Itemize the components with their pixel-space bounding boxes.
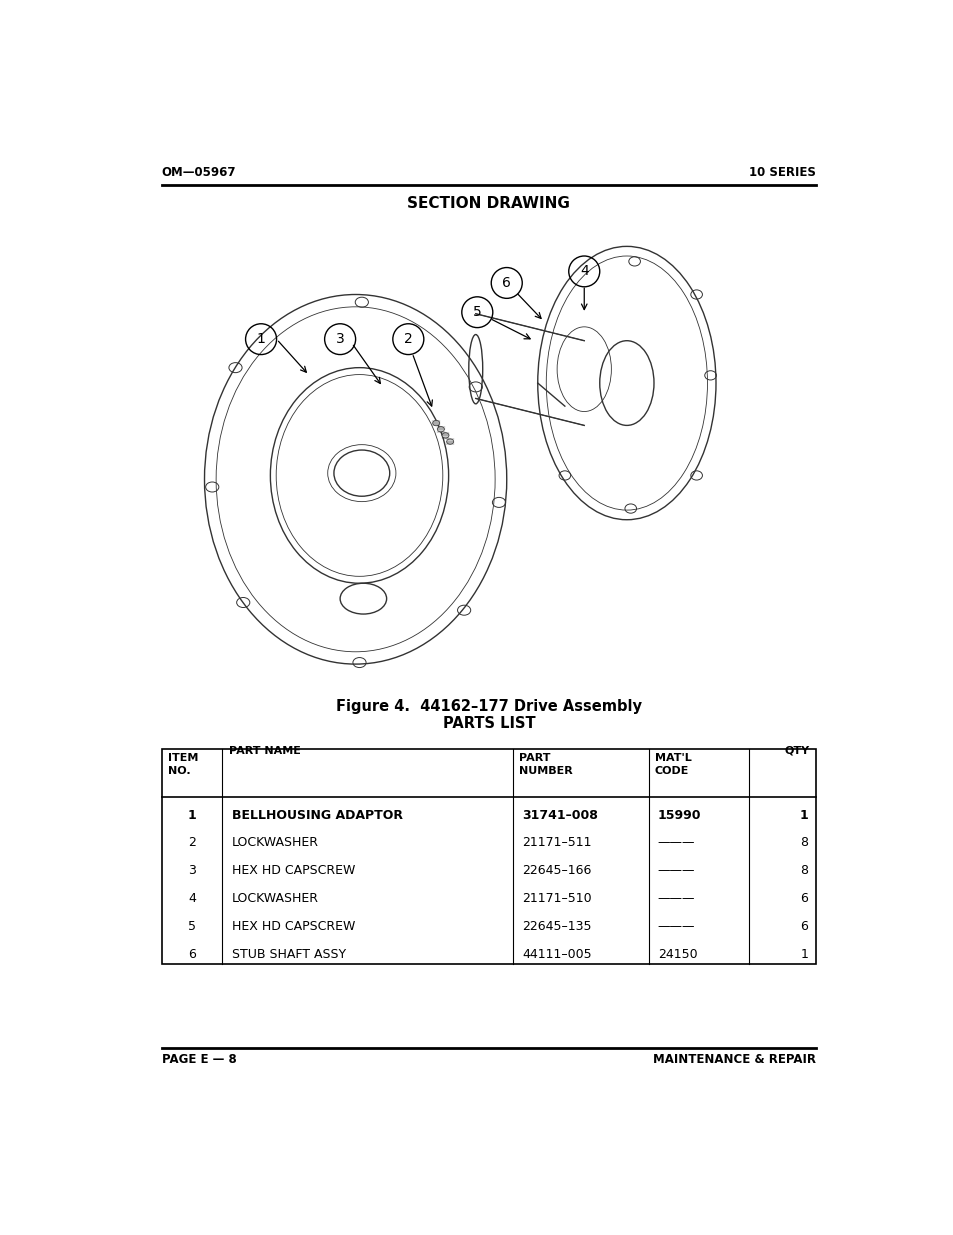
Text: HEX HD CAPSCREW: HEX HD CAPSCREW — [232, 920, 355, 934]
Text: 3: 3 — [188, 864, 195, 878]
Text: 21171–511: 21171–511 — [521, 836, 591, 850]
Text: 4: 4 — [579, 264, 588, 278]
Text: 3: 3 — [335, 332, 344, 346]
Text: 24150: 24150 — [658, 948, 697, 961]
Text: 6: 6 — [800, 920, 807, 934]
Text: 1: 1 — [256, 332, 265, 346]
Ellipse shape — [446, 438, 454, 445]
Text: QTY: QTY — [783, 746, 809, 756]
Text: 44111–005: 44111–005 — [521, 948, 591, 961]
Text: 15990: 15990 — [658, 809, 700, 821]
Text: ———: ——— — [658, 864, 695, 878]
Text: 6: 6 — [502, 275, 511, 290]
Text: 10 SERIES: 10 SERIES — [748, 167, 815, 179]
Text: STUB SHAFT ASSY: STUB SHAFT ASSY — [232, 948, 345, 961]
Text: Figure 4.  44162–177 Drive Assembly: Figure 4. 44162–177 Drive Assembly — [335, 699, 641, 714]
Text: 5: 5 — [473, 305, 481, 319]
Text: 21171–510: 21171–510 — [521, 893, 591, 905]
Text: 1: 1 — [799, 809, 807, 821]
Text: SECTION DRAWING: SECTION DRAWING — [407, 196, 570, 211]
Text: PARTS LIST: PARTS LIST — [442, 716, 535, 731]
Text: 2: 2 — [188, 836, 195, 850]
Text: LOCKWASHER: LOCKWASHER — [232, 893, 318, 905]
Ellipse shape — [433, 420, 439, 426]
Text: 6: 6 — [800, 893, 807, 905]
Text: ITEM
NO.: ITEM NO. — [168, 753, 198, 776]
Text: ———: ——— — [658, 836, 695, 850]
Text: LOCKWASHER: LOCKWASHER — [232, 836, 318, 850]
Text: ———: ——— — [658, 893, 695, 905]
Text: PART NAME: PART NAME — [229, 746, 300, 756]
Text: ———: ——— — [658, 920, 695, 934]
Text: BELLHOUSING ADAPTOR: BELLHOUSING ADAPTOR — [232, 809, 402, 821]
Text: PART
NUMBER: PART NUMBER — [518, 753, 573, 776]
Text: 22645–135: 22645–135 — [521, 920, 591, 934]
Text: 5: 5 — [188, 920, 196, 934]
Text: MAT'L
CODE: MAT'L CODE — [654, 753, 691, 776]
Text: PAGE E — 8: PAGE E — 8 — [162, 1052, 236, 1066]
Text: 1: 1 — [800, 948, 807, 961]
Text: MAINTENANCE & REPAIR: MAINTENANCE & REPAIR — [652, 1052, 815, 1066]
Text: 4: 4 — [188, 893, 195, 905]
Text: OM—05967: OM—05967 — [162, 167, 236, 179]
Text: 6: 6 — [188, 948, 195, 961]
Text: 31741–008: 31741–008 — [521, 809, 598, 821]
Text: 2: 2 — [403, 332, 413, 346]
Text: 8: 8 — [800, 836, 807, 850]
Ellipse shape — [436, 426, 444, 432]
Text: 8: 8 — [800, 864, 807, 878]
Text: 22645–166: 22645–166 — [521, 864, 591, 878]
Text: HEX HD CAPSCREW: HEX HD CAPSCREW — [232, 864, 355, 878]
Text: 1: 1 — [188, 809, 196, 821]
Ellipse shape — [441, 432, 449, 438]
